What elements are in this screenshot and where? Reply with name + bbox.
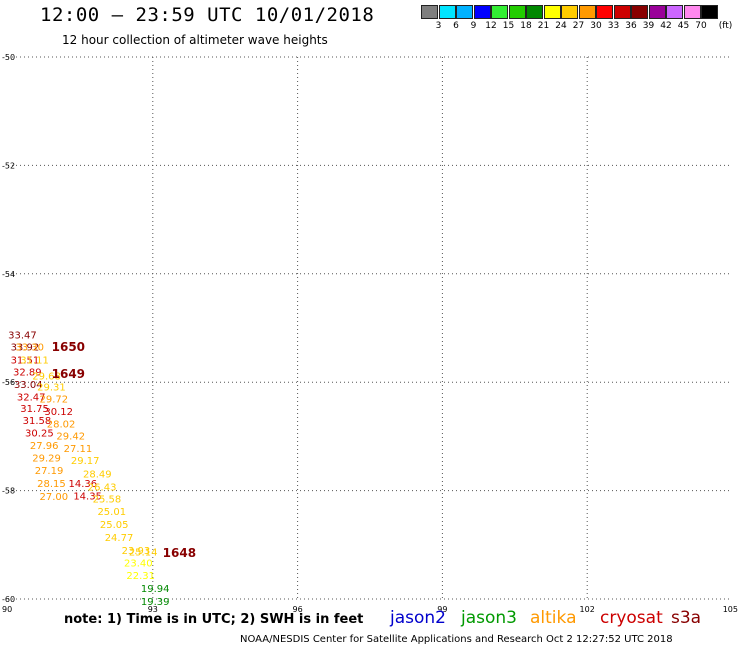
color-scale-tick: 36 (625, 21, 637, 31)
y-tick-label: -52 (2, 161, 15, 170)
legend-jason3: jason3 (461, 608, 517, 628)
color-swatch (491, 5, 508, 19)
color-scale-tick: 30 (590, 21, 602, 31)
y-tick-label: -60 (2, 595, 15, 604)
wave-height-label: 25.14 (129, 547, 158, 558)
credit-line: NOAA/NESDIS Center for Satellite Applica… (240, 634, 673, 645)
wave-height-label: 25.05 (100, 520, 129, 531)
wave-height-label: 29.17 (71, 456, 100, 467)
wave-height-label: 29.42 (56, 431, 85, 442)
color-scale-tick: 24 (555, 21, 567, 31)
x-tick-label: 99 (437, 605, 447, 614)
color-swatch (648, 5, 666, 19)
wave-height-label: 27.11 (64, 444, 93, 455)
wave-height-label: 33.30 (15, 342, 44, 353)
color-swatch (561, 5, 578, 19)
wave-height-label: 19.94 (141, 584, 170, 595)
wave-height-label: 31.51 (11, 355, 40, 366)
wave-height-label: 26.43 (88, 482, 117, 493)
wave-height-label: 27.00 (40, 492, 69, 503)
color-scale-tick: 45 (677, 21, 690, 31)
wave-height-label: 31.58 (23, 416, 52, 427)
wave-height-label: 32.89 (13, 367, 42, 378)
color-scale-tick: 6 (453, 21, 459, 31)
wave-height-label: 29.29 (32, 454, 61, 465)
color-swatch (701, 5, 718, 19)
wave-height-label: 29.31 (37, 383, 66, 394)
time-label: 1649 (52, 367, 85, 381)
wave-height-label: 28.02 (47, 419, 76, 430)
color-scale-tick: 70 (695, 21, 707, 31)
color-swatch (683, 5, 701, 19)
color-swatch (438, 5, 456, 19)
wave-height-label: 24.77 (105, 533, 134, 544)
chart-subtitle: 12 hour collection of altimeter wave hei… (62, 33, 328, 47)
wave-height-label: 30.12 (44, 407, 73, 418)
x-tick-label: 93 (148, 605, 158, 614)
time-label: 1648 (163, 546, 196, 560)
wave-height-label: 19.39 (141, 597, 170, 608)
wave-height-label: 29.68 (32, 372, 61, 383)
color-scale-tick: 27 (572, 21, 585, 31)
footer-note: note: 1) Time is in UTC; 2) SWH is in fe… (64, 612, 364, 627)
wave-height-label: 32.47 (17, 392, 46, 403)
wave-height-label: 25.58 (93, 495, 122, 506)
color-swatch (421, 5, 438, 19)
x-tick-label: 105 (723, 605, 738, 614)
wave-height-label: 23.40 (124, 559, 153, 570)
wave-height-label: 33.92 (11, 342, 40, 353)
color-scale-tick: 12 (485, 21, 497, 31)
y-tick-label: -56 (2, 378, 15, 387)
chart-title: 12:00 – 23:59 UTC 10/01/2018 (40, 4, 375, 26)
color-scale-tick: 33 (607, 21, 620, 31)
wave-height-label: 31.11 (20, 355, 49, 366)
wave-height-label: 25.01 (97, 507, 126, 518)
wave-height-label: 28.15 (37, 479, 66, 490)
color-scale-unit: (ft) (718, 21, 733, 31)
color-scale-tick: 21 (537, 21, 550, 31)
y-tick-label: -50 (2, 53, 15, 62)
color-scale-tick: 3 (435, 21, 442, 31)
legend-s3a: s3a (671, 608, 702, 628)
y-tick-label: -54 (2, 270, 15, 279)
wave-height-label: 22.31 (126, 571, 155, 582)
color-swatch (473, 5, 491, 19)
wave-height-label: 30.25 (25, 429, 54, 440)
wave-height-label: 23.93 (122, 546, 151, 557)
color-swatch (508, 5, 526, 19)
x-tick-label: 90 (2, 605, 12, 614)
color-swatch (543, 5, 561, 19)
x-tick-label: 102 (580, 605, 595, 614)
wave-height-label: 28.49 (83, 469, 112, 480)
x-tick-label: 96 (293, 605, 303, 614)
legend-altika: altika (530, 608, 577, 628)
color-scale-tick: 39 (642, 21, 655, 31)
legend-cryosat: cryosat (600, 608, 663, 628)
color-scale-tick: 18 (520, 21, 532, 31)
wave-height-label: 33.04 (14, 380, 43, 391)
color-swatch (578, 5, 596, 19)
color-swatch (631, 5, 648, 19)
y-tick-label: -58 (2, 487, 15, 496)
time-label: 1650 (52, 340, 85, 354)
color-swatch (613, 5, 631, 19)
color-swatch (526, 5, 543, 19)
legend-jason2: jason2 (390, 608, 446, 628)
wave-height-label: 14.35 (73, 491, 102, 502)
color-swatch (666, 5, 683, 19)
wave-height-label: 14.36 (68, 479, 97, 490)
wave-height-label: 27.19 (35, 466, 64, 477)
color-scale-tick: 9 (470, 21, 477, 31)
color-swatch (596, 5, 613, 19)
color-scale-tick: 42 (660, 21, 672, 31)
wave-height-label: 29.72 (40, 394, 69, 405)
wave-height-label: 27.96 (30, 441, 59, 452)
color-scale-tick: 15 (502, 21, 515, 31)
wave-height-label: 33.47 (8, 331, 37, 342)
color-swatch (456, 5, 473, 19)
wave-height-label: 31.75 (20, 404, 49, 415)
